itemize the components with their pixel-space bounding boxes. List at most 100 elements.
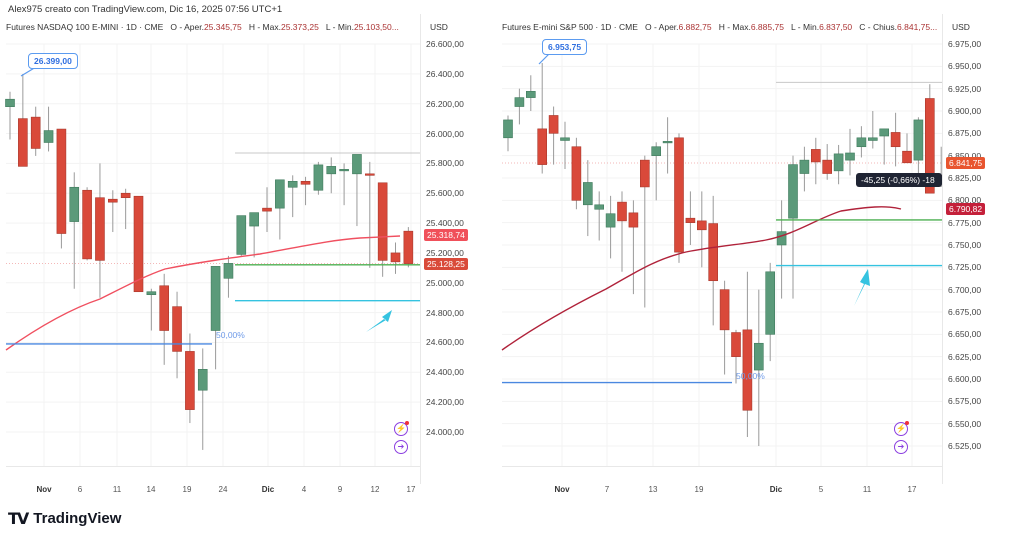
x-axis-tick: 5 [818, 485, 824, 494]
candle [43, 130, 54, 143]
candle [403, 230, 414, 264]
candle [753, 342, 764, 371]
price-tag-moving-average: 6.790,82 [946, 202, 986, 215]
y-axis-tick: 6.875,00 [948, 128, 982, 139]
candlestick-plot[interactable] [496, 14, 942, 469]
replay-arrow-icon[interactable]: ➔ [394, 440, 408, 454]
high-callout: 26.399,00 [28, 53, 78, 69]
x-axis-tick: 6 [77, 485, 83, 494]
tradingview-logo: TV TradingView [8, 509, 121, 528]
candle [287, 180, 298, 188]
candle [765, 271, 776, 335]
x-axis-tick: 13 [648, 485, 658, 494]
nasdaq-chart-panel[interactable]: Futures NASDAQ 100 E-MINI · 1D · CME O -… [0, 14, 488, 499]
candle [651, 146, 661, 156]
candle [742, 329, 753, 411]
y-axis-tick: 6.650,00 [948, 329, 982, 340]
candle [833, 153, 844, 172]
y-axis-tick: 6.600,00 [948, 373, 982, 384]
x-axis-tick: Dic [769, 485, 783, 494]
candle [537, 128, 548, 165]
candle [82, 189, 92, 260]
y-axis-tick: 25.800,00 [426, 158, 464, 169]
candle [197, 369, 208, 391]
arrow-up-icon [366, 310, 392, 332]
y-axis-tick: 6.975,00 [948, 39, 982, 49]
candle [236, 215, 247, 255]
y-axis-tick: 6.750,00 [948, 239, 982, 250]
candle [799, 159, 810, 174]
price-tag-last-price: 6.841,75 [946, 157, 986, 170]
y-axis-tick: 24.200,00 [426, 397, 464, 408]
y-axis-tick: 25.200,00 [426, 247, 464, 258]
tradingview-mark-icon: TV [8, 509, 29, 528]
price-change-tooltip: -45,25 (-0,66%) -18 [856, 173, 942, 187]
fib-50-label: 50,00% [736, 370, 765, 381]
x-axis-tick: 9 [337, 485, 343, 494]
y-axis-tick: 26.400,00 [426, 68, 464, 79]
candle [902, 150, 912, 164]
y-axis-tick: 24.400,00 [426, 367, 464, 378]
y-axis-tick: 6.925,00 [948, 83, 982, 94]
sp500-legend: Futures E-mini S&P 500 · 1D · CME O - Ap… [502, 22, 938, 32]
y-axis-tick: 25.600,00 [426, 188, 464, 199]
candle [95, 197, 105, 261]
x-axis-tick: 17 [406, 485, 416, 494]
time-axis-divider [6, 466, 420, 467]
candle [822, 159, 833, 174]
candle [133, 195, 144, 293]
price-tag-moving-average: 25.318,74 [424, 229, 468, 242]
candle [146, 291, 157, 296]
x-axis-tick: 19 [694, 485, 704, 494]
candle [525, 91, 536, 98]
candle [810, 149, 821, 163]
candle [249, 212, 259, 227]
y-axis-tick: 25.400,00 [426, 218, 464, 229]
candle [69, 186, 80, 222]
alert-lightning-icon[interactable]: ⚡ [894, 421, 909, 436]
candle [583, 182, 593, 206]
x-axis-tick: 14 [146, 485, 156, 494]
x-axis-tick: 11 [112, 485, 122, 494]
candlestick-plot[interactable] [0, 14, 420, 469]
candle [617, 201, 627, 222]
candle [924, 98, 935, 194]
candle [548, 115, 559, 134]
high-callout: 6.953,75 [542, 39, 588, 55]
y-axis-tick: 6.675,00 [948, 306, 982, 317]
x-axis-tick: Nov [554, 485, 570, 494]
x-axis-tick: 24 [218, 485, 228, 494]
x-axis-tick: 7 [604, 485, 610, 494]
y-axis-tick: 6.525,00 [948, 440, 982, 451]
sp500-symbol: Futures E-mini S&P 500 · 1D · CME [502, 22, 638, 32]
replay-arrow-icon[interactable]: ➔ [894, 440, 908, 454]
price-axis-divider [420, 14, 421, 484]
candle [210, 266, 221, 331]
x-axis-tick: 12 [370, 485, 380, 494]
x-axis-tick: Dic [261, 485, 275, 494]
x-axis-tick: 17 [907, 485, 917, 494]
sp500-chart-panel[interactable]: Futures E-mini S&P 500 · 1D · CME O - Ap… [496, 14, 1024, 499]
candle [377, 182, 388, 261]
y-axis-tick: 25.000,00 [426, 277, 464, 288]
candle [339, 169, 349, 172]
candle [594, 204, 604, 210]
low-value: 25.103,50... [353, 22, 399, 32]
candle [640, 159, 650, 188]
arrow-up-icon [854, 269, 870, 306]
candle [108, 198, 118, 203]
y-axis-tick: 6.700,00 [948, 284, 982, 295]
notification-dot [905, 421, 909, 425]
candle [313, 164, 324, 191]
candle [364, 173, 375, 176]
y-axis-tick: 6.900,00 [948, 105, 982, 116]
x-axis-tick: 11 [862, 485, 872, 494]
candle [628, 212, 639, 228]
y-axis-tick: 6.625,00 [948, 351, 982, 362]
candle [352, 154, 362, 175]
alert-lightning-icon[interactable]: ⚡ [394, 421, 409, 436]
candle [390, 252, 401, 263]
close-value: 6.841,75... [897, 22, 938, 32]
y-axis-tick: 6.775,00 [948, 217, 982, 228]
open-value: 25.345,75 [203, 22, 242, 32]
